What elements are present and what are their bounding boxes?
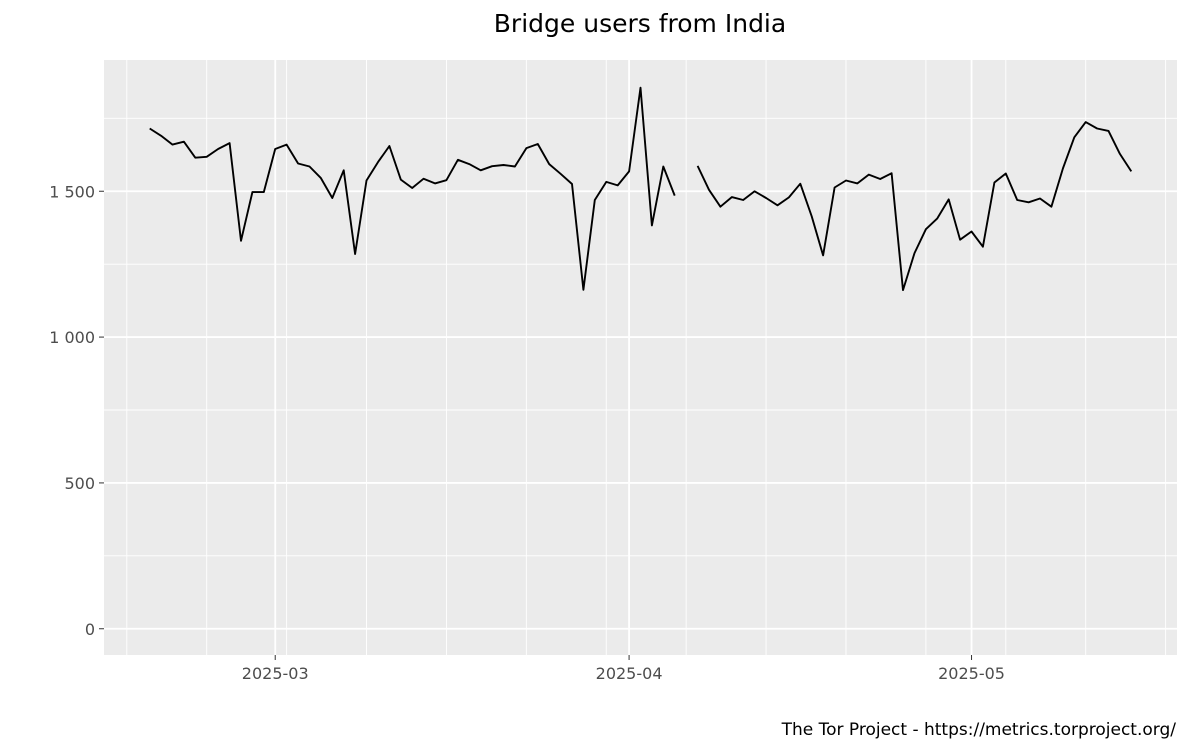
x-tick-label: 2025-03: [242, 664, 309, 683]
y-tick-label: 1 500: [49, 182, 95, 201]
y-tick-label: 1 000: [49, 328, 95, 347]
plot-panel: [104, 60, 1177, 655]
x-tick-label: 2025-04: [596, 664, 663, 683]
y-tick-label: 500: [64, 474, 95, 493]
y-tick-label: 0: [85, 620, 95, 639]
chart-caption: The Tor Project - https://metrics.torpro…: [781, 720, 1177, 740]
series-line: [149, 86, 1133, 292]
major-gridlines: [104, 60, 1177, 655]
x-tick-label: 2025-05: [938, 664, 1005, 683]
chart-title: Bridge users from India: [494, 9, 786, 38]
x-axis: 2025-03 2025-04 2025-05: [242, 655, 1005, 683]
series-line-bridge-users: [149, 86, 1133, 292]
minor-gridlines: [104, 60, 1177, 655]
y-axis: 0 500 1 000 1 500: [49, 182, 104, 639]
